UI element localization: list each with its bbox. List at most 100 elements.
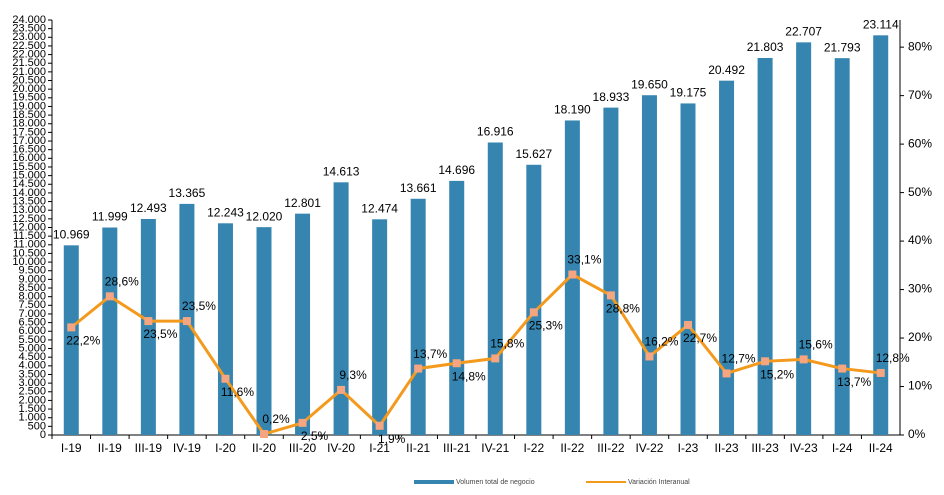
y-tick-label: 4.000 <box>18 360 46 372</box>
x-tick-label: III-22 <box>597 441 625 455</box>
line-value-label: 33,1% <box>567 253 601 267</box>
bar-value-label: 11.999 <box>92 210 128 224</box>
bar-value-label: 23.114 <box>863 17 899 31</box>
legend-label: Variación Interanual <box>628 479 690 486</box>
y-tick-label: 7.500 <box>18 299 46 311</box>
bar-value-label: 12.020 <box>246 209 283 223</box>
line-value-label: 11,6% <box>221 385 254 399</box>
line-marker <box>298 418 307 427</box>
y-tick-label: 22.500 <box>12 40 46 52</box>
line-value-label: 25,3% <box>529 319 563 333</box>
line-marker <box>876 368 885 377</box>
line-value-label: 1,9% <box>378 432 406 446</box>
y-tick-label: 12.000 <box>12 221 46 233</box>
line-value-label: 12,7% <box>722 352 756 366</box>
line <box>70 272 881 436</box>
bar-value-label: 21.803 <box>747 40 784 54</box>
y2-tick-label: 20% <box>908 330 932 344</box>
x-tick-label: II-20 <box>252 441 276 455</box>
x-tick-label: I-19 <box>61 441 82 455</box>
x-tick-label: IV-21 <box>481 441 509 455</box>
y-tick-label: 23.000 <box>12 31 46 43</box>
y-tick-label: 14.000 <box>12 187 46 199</box>
y2-tick-label: 60% <box>908 136 932 150</box>
y-tick-label: 19.000 <box>12 100 46 112</box>
bar <box>603 107 619 435</box>
y-tick-label: 20.000 <box>12 83 46 95</box>
line-value-label: 2,5% <box>301 429 329 443</box>
line-value-label: 15,8% <box>490 337 524 351</box>
bar <box>449 180 465 435</box>
line-marker <box>606 291 615 300</box>
line-marker <box>838 364 847 373</box>
x-tick-label: I-23 <box>678 441 699 455</box>
bar-value-label: 18.190 <box>554 103 591 117</box>
line-value-label: 28,6% <box>105 275 139 289</box>
y2-tick-label: 30% <box>908 282 932 296</box>
y-tick-label: 20.500 <box>12 74 46 86</box>
bar <box>526 164 542 435</box>
y-tick-label: 17.000 <box>12 135 46 147</box>
line-marker <box>452 359 461 368</box>
y-tick-label: 5.500 <box>18 334 46 346</box>
y-tick-label: 21.000 <box>12 66 46 78</box>
y-tick-label: 5.000 <box>18 342 46 354</box>
line-marker <box>761 357 770 366</box>
legend-swatch <box>414 480 454 484</box>
line-value-label: 14,8% <box>452 369 486 383</box>
y-tick-label: 7.000 <box>18 308 46 320</box>
bar <box>834 58 850 435</box>
y-tick-label: 13.000 <box>12 204 46 216</box>
line-value-label: 23,5% <box>143 327 177 341</box>
x-tick-label: III-23 <box>751 441 779 455</box>
bar-value-label: 14.696 <box>438 163 475 177</box>
y-tick-label: 1.500 <box>18 403 46 415</box>
line-value-label: 23,5% <box>182 299 216 313</box>
y-tick-label: 17.500 <box>12 126 46 138</box>
y-tick-label: 10.500 <box>12 247 46 259</box>
bar <box>757 57 773 435</box>
y-tick-label: 19.500 <box>12 92 46 104</box>
y-tick-label: 18.500 <box>12 109 46 121</box>
y-tick-label: 500 <box>28 420 46 432</box>
x-tick-label: I-21 <box>369 441 390 455</box>
x-tick-label: III-21 <box>443 441 471 455</box>
line-marker <box>67 323 76 332</box>
bar <box>63 245 79 435</box>
y-tick-label: 22.000 <box>12 48 46 60</box>
y2-tick-label: 80% <box>908 39 932 53</box>
y-tick-label: 15.500 <box>12 161 46 173</box>
y-tick-label: 2.500 <box>18 386 46 398</box>
line-value-label: 28,8% <box>606 302 640 316</box>
bar-value-label: 14.613 <box>323 164 360 178</box>
line-value-label: 13,7% <box>413 347 447 361</box>
y2-tick-label: 0% <box>908 427 926 441</box>
bar <box>256 227 272 435</box>
bar-value-label: 20.492 <box>708 63 745 77</box>
line-marker <box>414 364 423 373</box>
line-marker <box>105 292 114 301</box>
y-tick-label: 2.000 <box>18 394 46 406</box>
line-marker <box>221 374 230 383</box>
line-value-label: 22,2% <box>66 334 100 348</box>
x-tick-label: II-22 <box>560 441 584 455</box>
y-tick-label: 0 <box>40 429 46 441</box>
bar <box>641 95 657 435</box>
bar <box>719 80 735 435</box>
x-tick-label: I-20 <box>215 441 236 455</box>
x-tick-label: IV-22 <box>635 441 663 455</box>
line-marker <box>375 421 384 430</box>
x-tick-label: IV-20 <box>327 441 355 455</box>
y-tick-label: 12.500 <box>12 213 46 225</box>
line-marker <box>529 308 538 317</box>
bar <box>487 142 503 435</box>
bar-value-label: 12.801 <box>284 196 321 210</box>
line-marker <box>337 385 346 394</box>
bar-value-label: 15.627 <box>515 147 552 161</box>
y-tick-label: 8.000 <box>18 291 46 303</box>
y-tick-label: 16.000 <box>12 152 46 164</box>
x-tick-label: I-22 <box>523 441 544 455</box>
bar-value-label: 19.175 <box>670 86 707 100</box>
bar <box>680 103 696 436</box>
